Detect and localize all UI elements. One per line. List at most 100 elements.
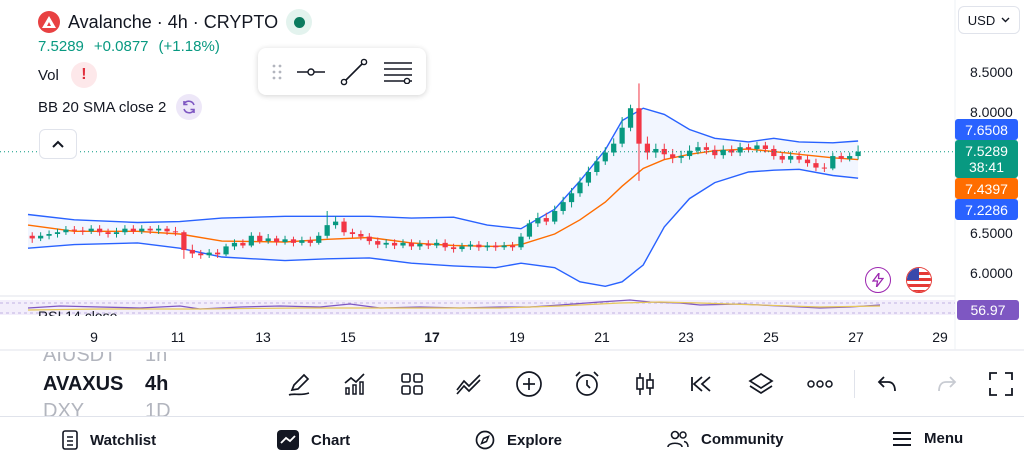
- candle-body: [299, 240, 305, 243]
- candle-body: [577, 182, 583, 194]
- redo-icon[interactable]: [930, 366, 964, 402]
- warning-icon[interactable]: !: [70, 62, 97, 88]
- add-icon[interactable]: [512, 366, 546, 402]
- drawing-toolbar[interactable]: [258, 48, 426, 95]
- toolbar-divider: [854, 370, 855, 398]
- drag-handle-icon[interactable]: [272, 64, 282, 80]
- candle-body: [686, 150, 693, 157]
- lightning-icon[interactable]: [865, 267, 891, 293]
- more-icon[interactable]: [803, 366, 837, 402]
- candle-body: [459, 246, 465, 250]
- symbol-picker[interactable]: AIUSDT 1h AVAXUSD 4h DXY 1D: [43, 352, 183, 416]
- candle-body: [46, 234, 52, 236]
- candle-body: [830, 156, 836, 169]
- candle-body: [594, 161, 600, 172]
- horizontal-line-icon[interactable]: [296, 66, 325, 78]
- candle-body: [745, 147, 752, 149]
- candle-body: [627, 108, 634, 128]
- nav-community-label: Community: [701, 430, 784, 448]
- bottom-nav[interactable]: Watchlist Chart Explore Community Menu: [0, 416, 1024, 461]
- nav-community[interactable]: Community: [667, 430, 784, 448]
- nav-chart-label: Chart: [311, 431, 351, 449]
- grid-layout-icon[interactable]: [395, 366, 429, 402]
- candle-body: [762, 145, 768, 149]
- symbol-interval: 1h: [145, 352, 168, 366]
- candle-body: [425, 243, 431, 246]
- chart-header[interactable]: Avalanche · 4h · CRYPTO: [38, 9, 313, 35]
- candle-body: [122, 228, 128, 233]
- rsi-indicator[interactable]: RSI 14 close: [38, 308, 117, 316]
- undo-icon[interactable]: [870, 366, 904, 402]
- candle-body: [324, 225, 330, 236]
- candle-body: [678, 156, 684, 158]
- candle-body: [223, 246, 229, 255]
- candle-body: [813, 163, 819, 168]
- candle-body: [54, 232, 61, 234]
- community-icon: [667, 430, 689, 448]
- menu-icon: [893, 431, 911, 446]
- candle-body: [383, 242, 389, 245]
- candle-body: [130, 228, 136, 232]
- candle-body: [788, 156, 794, 160]
- candle-body: [450, 247, 457, 250]
- price-chart[interactable]: [0, 0, 1024, 352]
- nav-explore[interactable]: Explore: [475, 430, 562, 450]
- candle-body: [543, 218, 549, 222]
- chart-toolbar[interactable]: [282, 366, 1018, 402]
- candle-body: [316, 235, 322, 243]
- symbol-name: AIUSDT: [43, 352, 117, 366]
- candle-body: [585, 172, 592, 183]
- bb-indicator[interactable]: BB 20 SMA close 2: [38, 94, 203, 120]
- nav-chart[interactable]: Chart: [277, 430, 350, 450]
- candles-icon[interactable]: [628, 366, 662, 402]
- trend-line-icon[interactable]: [340, 58, 368, 86]
- pen-icon[interactable]: [282, 366, 316, 402]
- chart-area[interactable]: Avalanche · 4h · CRYPTO 7.5289 +0.0877 (…: [0, 0, 1024, 352]
- alarm-icon[interactable]: [570, 366, 604, 402]
- vol-indicator[interactable]: Vol !: [38, 62, 97, 88]
- replay-icon[interactable]: [685, 366, 719, 402]
- collapse-legend-button[interactable]: [39, 129, 77, 159]
- candle-body: [619, 127, 625, 144]
- time-axis-label: 11: [170, 329, 186, 345]
- candle-body: [38, 235, 44, 239]
- candle-body: [729, 149, 735, 153]
- candle-body: [105, 232, 111, 234]
- currency-select[interactable]: USD: [958, 6, 1020, 34]
- candle-body: [568, 193, 575, 203]
- symbol-option[interactable]: DXY 1D: [43, 400, 171, 416]
- candle-body: [434, 242, 440, 246]
- layers-icon[interactable]: [744, 366, 778, 402]
- avalanche-logo-icon: [38, 11, 60, 33]
- indicators-icon[interactable]: [338, 366, 372, 402]
- candle-body: [526, 223, 533, 237]
- candle-body: [307, 240, 313, 243]
- candle-body: [88, 228, 94, 232]
- fullscreen-icon[interactable]: [984, 366, 1018, 402]
- symbol-option[interactable]: AIUSDT 1h: [43, 352, 167, 367]
- candle-body: [821, 167, 827, 169]
- nav-menu[interactable]: Menu: [892, 430, 963, 447]
- candle-body: [147, 228, 153, 231]
- compare-icon[interactable]: [452, 366, 486, 402]
- us-flag-icon[interactable]: [906, 267, 932, 293]
- nav-watchlist[interactable]: Watchlist: [62, 430, 156, 450]
- compass-icon: [475, 430, 495, 450]
- symbol-option[interactable]: AVAXUSD 4h: [43, 373, 168, 396]
- market-status-icon[interactable]: [286, 9, 313, 35]
- candle-body: [417, 243, 423, 247]
- candle-body: [670, 154, 676, 158]
- time-axis-label: 25: [763, 329, 779, 345]
- candle-body: [552, 210, 558, 222]
- candle-body: [164, 228, 170, 232]
- settings-lines-icon[interactable]: [383, 60, 413, 84]
- symbol-interval: 1D: [145, 400, 171, 416]
- time-axis-label: 19: [509, 329, 525, 345]
- candle-body: [467, 244, 474, 247]
- chevron-down-icon: [1001, 17, 1010, 23]
- candle-body: [712, 149, 718, 156]
- refresh-icon[interactable]: [176, 94, 203, 120]
- candle-body: [71, 229, 77, 231]
- nav-explore-label: Explore: [507, 431, 563, 449]
- time-axis-label: 9: [90, 329, 98, 345]
